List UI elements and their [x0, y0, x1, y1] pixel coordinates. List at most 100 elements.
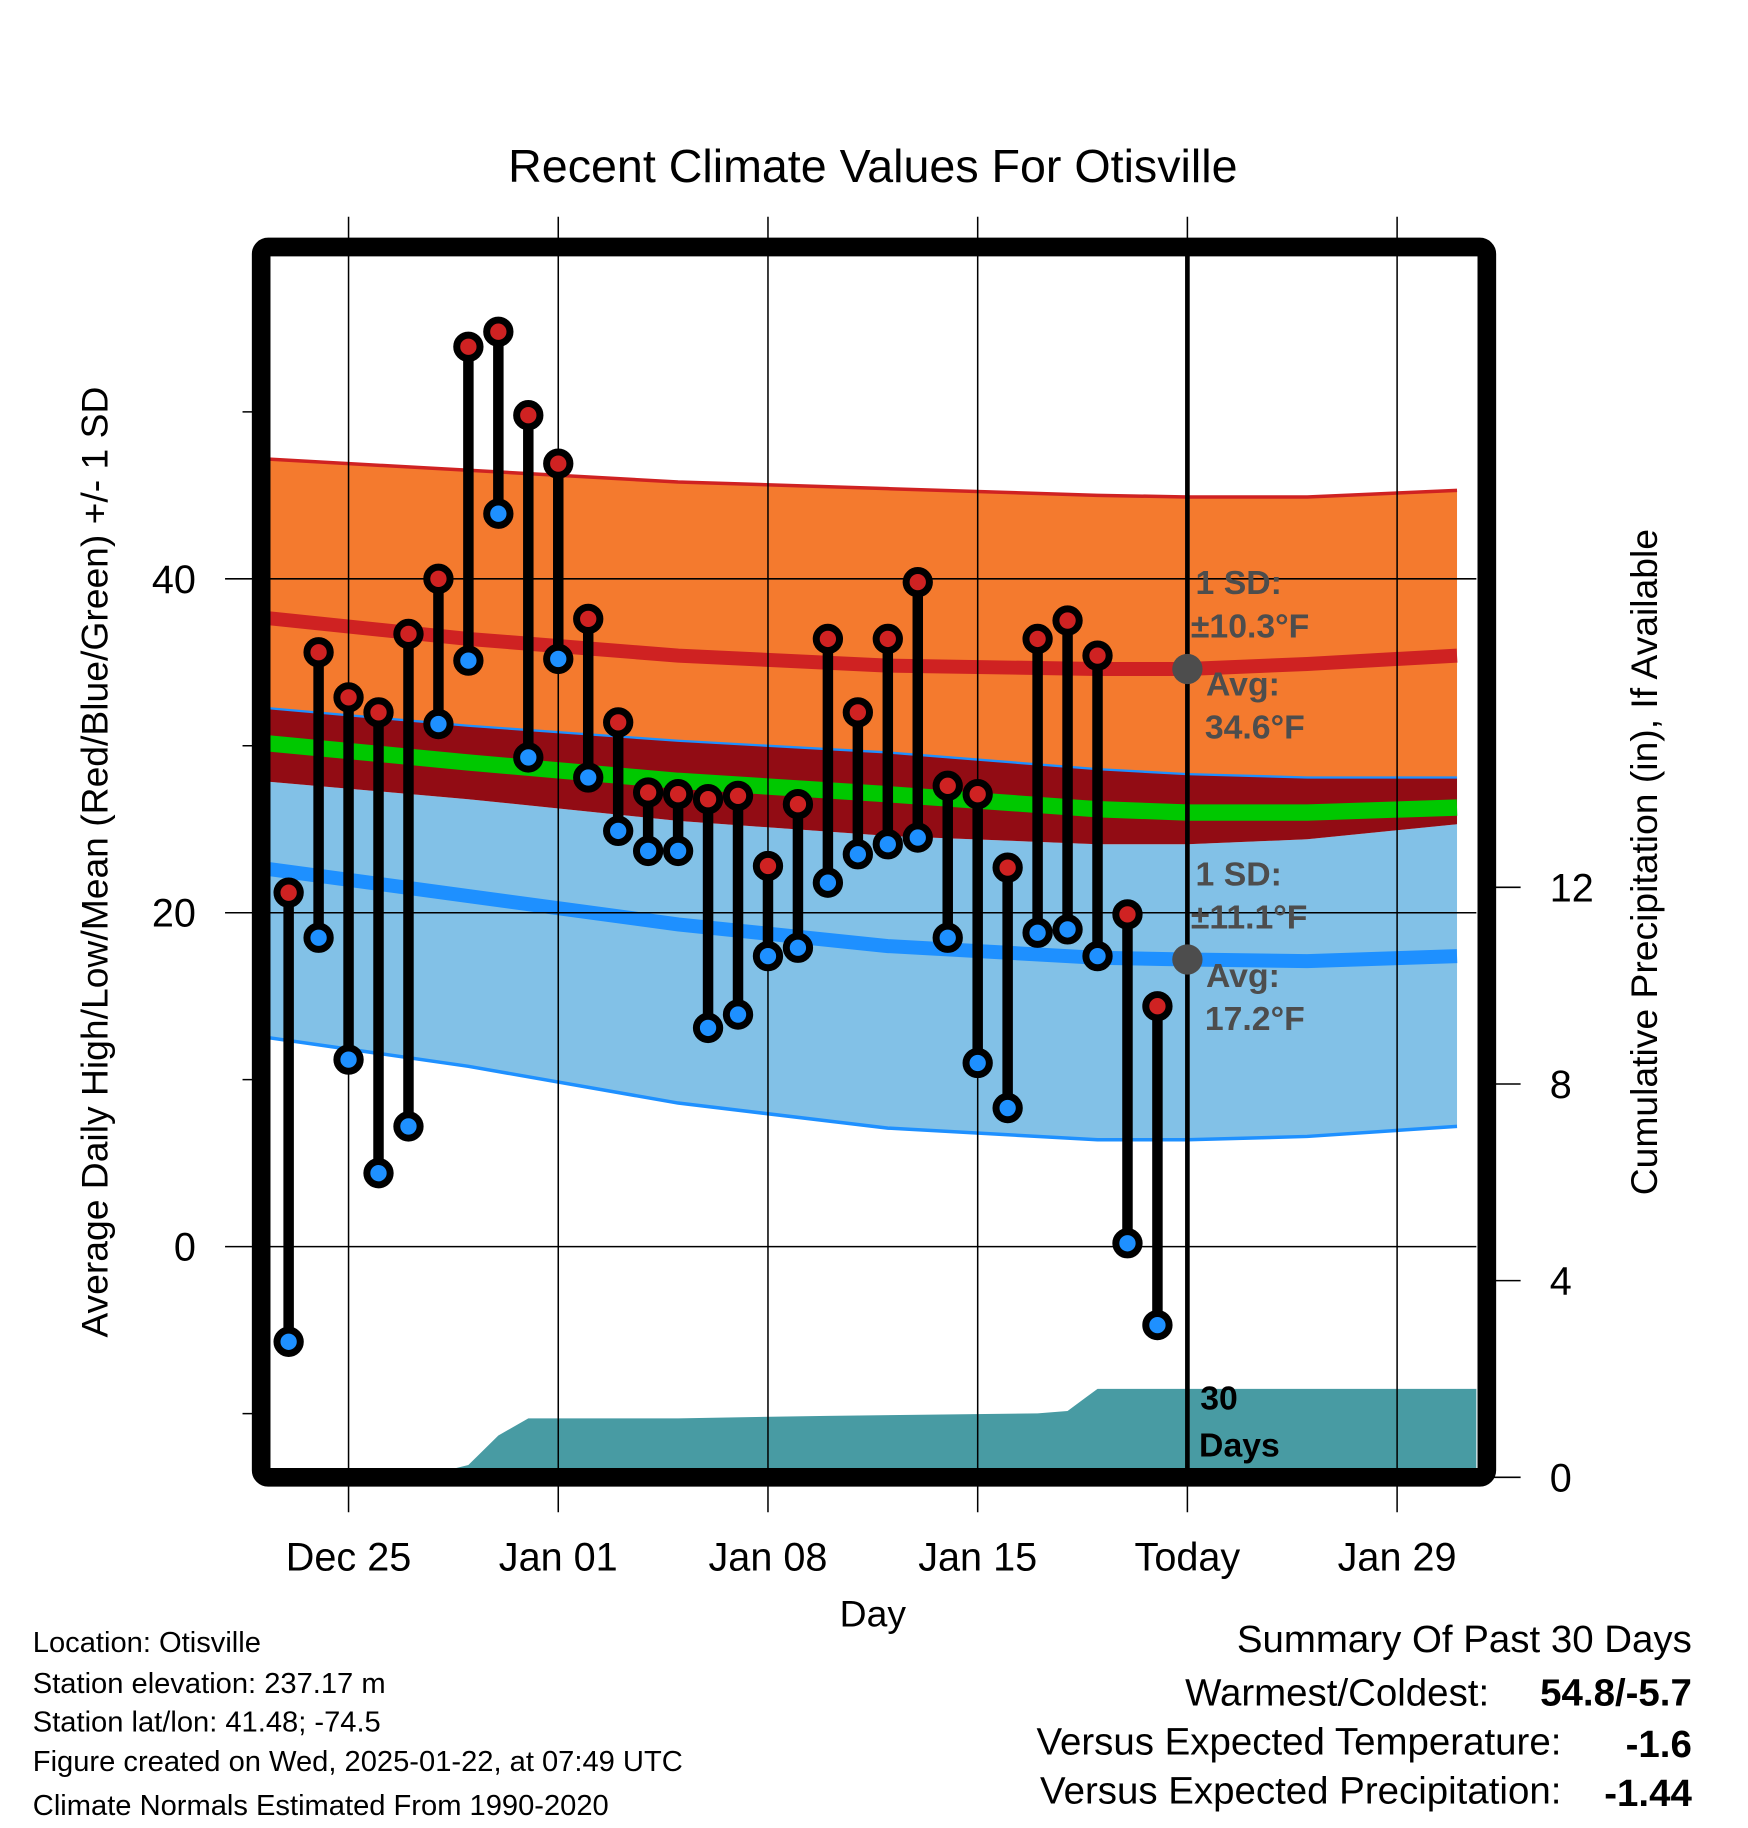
daily-stem	[632, 777, 664, 867]
high-lower-line	[269, 707, 1458, 779]
daily-stem	[962, 779, 993, 1079]
plot-frame	[251, 237, 1497, 1487]
low-point	[543, 643, 574, 675]
high-point	[1082, 640, 1113, 671]
high-point	[1112, 899, 1143, 930]
high-point	[573, 603, 604, 635]
daily-stem	[273, 877, 304, 1357]
high-point	[662, 779, 694, 810]
daily-stem	[722, 780, 754, 1030]
latlon-text: Station lat/lon: 41.48; -74.5	[33, 1706, 381, 1738]
daily-stem	[453, 331, 484, 676]
high-point	[962, 779, 993, 810]
low-lower-line	[269, 1036, 1458, 1142]
daily-stem	[902, 567, 933, 853]
precip-label: Versus Expected Precipitation:	[1040, 1770, 1561, 1813]
summary-title: Summary Of Past 30 Days	[1237, 1618, 1692, 1661]
daily-stem	[932, 770, 963, 953]
daily-stem	[662, 779, 694, 867]
high-sd-band	[269, 459, 1458, 778]
high-point	[992, 852, 1023, 883]
low-point	[782, 932, 814, 963]
summary-box: Summary Of Past 30 Days Warmest/Coldest:…	[1036, 1618, 1692, 1815]
low-point	[1082, 940, 1113, 972]
low-point	[453, 645, 484, 676]
daily-stem	[1022, 623, 1053, 948]
high-point	[543, 448, 574, 479]
high-point	[812, 623, 844, 655]
high-point	[603, 707, 634, 738]
high-point	[782, 789, 814, 820]
high-point	[423, 563, 454, 594]
x-axis-label: Day	[840, 1592, 907, 1634]
low-point	[273, 1326, 304, 1357]
daily-stem	[782, 789, 814, 963]
low-point	[662, 835, 694, 867]
low-point	[1112, 1228, 1143, 1259]
low-sd-label: 1 SD:	[1196, 855, 1282, 893]
low-point	[962, 1047, 993, 1079]
daily-stem	[1112, 899, 1143, 1259]
high-point	[722, 780, 754, 811]
x-tick-label: Jan 29	[1338, 1536, 1457, 1580]
y2-tick-label: 4	[1550, 1260, 1572, 1304]
daily-stem	[812, 623, 844, 898]
days-label-text: Days	[1199, 1426, 1280, 1464]
temp-value: -1.6	[1626, 1723, 1692, 1766]
daily-stem	[1142, 991, 1173, 1341]
high-point	[902, 567, 933, 598]
daily-stem	[393, 618, 424, 1142]
low-point	[483, 498, 514, 529]
low-point	[902, 822, 933, 853]
low-point	[722, 999, 754, 1030]
low-point	[1022, 917, 1053, 948]
daily-stem	[363, 697, 394, 1189]
daily-stem	[543, 448, 574, 675]
created-text: Figure created on Wed, 2025-01-22, at 07…	[33, 1746, 683, 1778]
high-point	[842, 697, 873, 728]
normals-text: Climate Normals Estimated From 1990-2020	[33, 1790, 609, 1822]
mean-line	[269, 735, 1458, 821]
high-point	[483, 316, 514, 347]
temp-label: Versus Expected Temperature:	[1036, 1721, 1561, 1764]
daily-stems	[273, 316, 1173, 1357]
high-point	[1142, 991, 1173, 1022]
low-point	[1142, 1309, 1173, 1341]
high-point	[333, 682, 364, 713]
warm-cold-label: Warmest/Coldest:	[1185, 1672, 1489, 1715]
low-point	[992, 1092, 1023, 1124]
low-point	[603, 815, 634, 847]
x-tick-label: Jan 08	[709, 1536, 828, 1580]
x-tick-label: Jan 01	[499, 1536, 618, 1580]
daily-stem	[872, 623, 903, 860]
daily-stem	[992, 852, 1023, 1124]
precip-area	[456, 1388, 1477, 1468]
high-point	[872, 623, 903, 655]
high-point	[393, 618, 424, 650]
high-point	[752, 850, 784, 882]
low-sd-value: ±11.1°F	[1191, 899, 1308, 937]
high-point	[303, 637, 334, 668]
low-point	[333, 1044, 364, 1075]
low-mean-line	[269, 862, 1458, 969]
high-point	[932, 770, 963, 801]
station-info: Location: Otisville Station elevation: 2…	[33, 1627, 683, 1822]
low-point	[303, 922, 334, 953]
low-avg-value: 17.2°F	[1205, 1000, 1305, 1038]
low-point	[1052, 914, 1083, 945]
daily-stem	[842, 697, 873, 870]
low-point	[393, 1111, 424, 1142]
low-avg-marker	[1172, 944, 1203, 975]
high-point	[1052, 605, 1083, 636]
daily-stem	[513, 400, 544, 773]
precip-value: -1.44	[1604, 1772, 1692, 1815]
low-point	[842, 839, 873, 870]
daily-stem	[692, 784, 724, 1044]
location-text: Location: Otisville	[33, 1627, 261, 1659]
warm-cold-value: 54.8/-5.7	[1540, 1672, 1692, 1715]
low-point	[423, 708, 454, 740]
high-point	[453, 331, 484, 362]
low-avg-label: Avg:	[1206, 957, 1280, 995]
low-point	[812, 867, 844, 898]
